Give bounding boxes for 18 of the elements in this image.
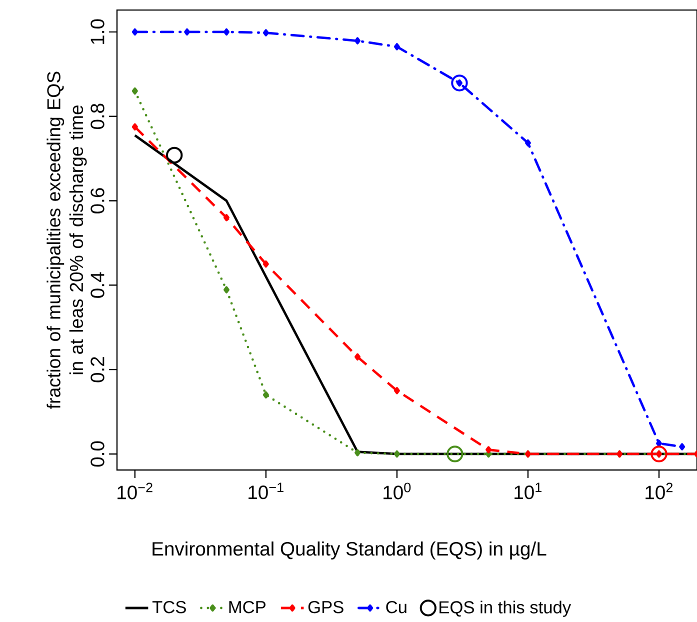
x-tick-label: 10$^{2}$ — [646, 482, 672, 500]
y-axis-title: fraction of municipalities exceeding EQS in at leas 20% of discharge time — [46, 72, 87, 409]
y-tick-label: 0.6 — [90, 188, 104, 214]
x-tick-label: 10$^{0}$ — [384, 482, 411, 500]
legend-label: TCS — [152, 600, 186, 614]
x-tick-label: 10$^{−1}$ — [248, 482, 284, 500]
legend-label: MCP — [229, 600, 266, 614]
legend-label: EQS in this study — [440, 600, 572, 617]
y-tick-label: 1.0 — [90, 19, 104, 44]
y-tick-label: 0.4 — [90, 272, 104, 298]
y-tick-label: 0.8 — [90, 104, 104, 130]
legend-label: GPS — [308, 600, 344, 614]
x-tick-label: 10$^{−2}$ — [118, 482, 152, 500]
y-tick-label: 0.2 — [90, 357, 104, 382]
legend-label: Cu — [386, 600, 406, 614]
x-tick-label: 10$^{1}$ — [514, 482, 542, 500]
x-axis-title: Environmental Quality Standard (EQS) in µg/L — [152, 541, 546, 560]
y-tick-label: 0.0 — [90, 441, 104, 467]
